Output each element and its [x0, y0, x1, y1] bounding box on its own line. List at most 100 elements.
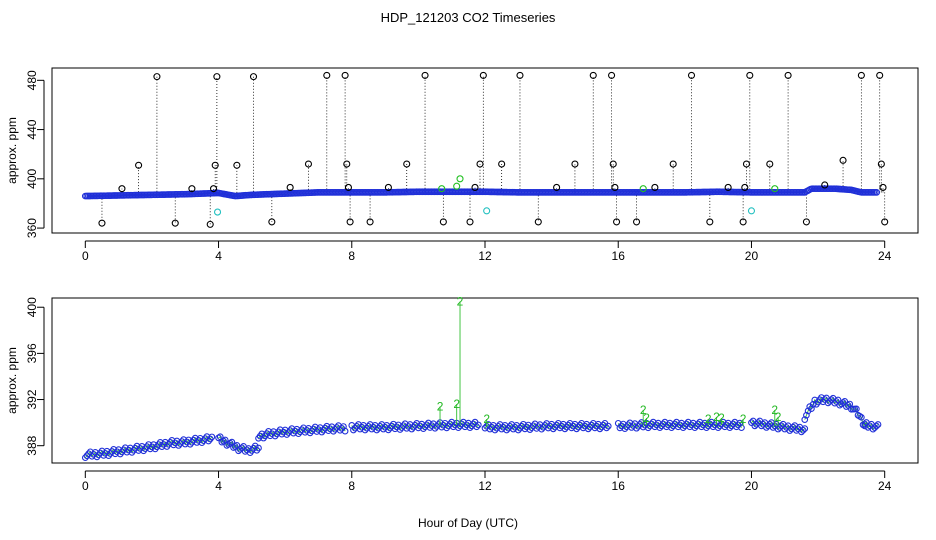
y-axis-title: approx. ppm [5, 347, 19, 414]
spike-marker: 2 [453, 397, 460, 411]
series-point [208, 433, 216, 441]
black-outlier-point [343, 160, 351, 168]
black-outlier-point [118, 185, 126, 193]
top-panel: 0 4 8 12 16 20 24 360 400 440 480 approx. ppm [5, 67, 919, 263]
series-point [258, 430, 266, 438]
series-point [473, 423, 481, 431]
black-outlier-point [233, 161, 241, 169]
series-point [290, 429, 297, 437]
black-outlier-point [706, 218, 714, 226]
x-tick-label: 12 [478, 479, 492, 493]
spike-marker: 2 [713, 410, 720, 424]
black-outlier-point [553, 183, 561, 191]
series-point [561, 425, 569, 433]
series-point [296, 428, 304, 436]
series-point [799, 426, 807, 434]
baseline-point [873, 189, 881, 196]
series-point [313, 428, 321, 435]
series-point [874, 421, 882, 428]
black-outlier-point [613, 218, 621, 226]
series-point [514, 426, 522, 434]
black-outlier-point [534, 218, 542, 226]
black-outlier-point [724, 183, 732, 191]
series-point [170, 441, 177, 449]
series-point [644, 424, 652, 432]
series-point [150, 441, 157, 449]
black-outlier-point [135, 161, 143, 169]
series-point [306, 429, 314, 437]
series-point [285, 429, 292, 436]
plot-frame [51, 297, 919, 464]
black-outlier-point [323, 71, 331, 79]
cyan-outlier-point [213, 208, 222, 216]
black-outlier-point [741, 183, 749, 191]
green-outlier-point [639, 185, 647, 193]
spike-marker: 2 [771, 403, 778, 417]
series-point [801, 416, 809, 423]
spike-marker: 2 [705, 412, 712, 426]
black-outlier-point [286, 183, 294, 191]
series-point [584, 425, 592, 433]
x-tick-label: 8 [348, 249, 355, 263]
black-outlier-point [609, 160, 617, 168]
black-outlier-point [304, 160, 313, 168]
x-tick-label: 20 [745, 249, 759, 263]
black-outlier-point [739, 218, 747, 226]
spike-marker: 2 [643, 411, 650, 425]
black-outlier-point [366, 218, 374, 226]
x-axis-title: Hour of Day (UTC) [418, 516, 518, 530]
black-outlier-point [98, 219, 106, 227]
cyan-outlier-point [747, 207, 756, 215]
series-point [679, 424, 687, 432]
spike-marker: 2 [775, 410, 782, 424]
series-point [656, 424, 664, 432]
series-point [295, 430, 302, 438]
series-point [621, 425, 629, 432]
black-outlier-point [153, 73, 161, 81]
series-point [361, 426, 369, 434]
series-point [81, 454, 89, 462]
black-outlier-point [669, 160, 677, 168]
black-outlier-point [516, 71, 524, 79]
series-point [604, 422, 612, 430]
series-point [325, 427, 332, 435]
series-point [474, 421, 482, 429]
y-tick-label: 440 [25, 119, 39, 139]
series-point [633, 424, 640, 432]
black-outlier-point [839, 156, 847, 164]
black-outlier-point [466, 218, 474, 226]
x-tick-label: 20 [745, 479, 759, 493]
series-point [803, 411, 810, 419]
series-point [714, 424, 722, 432]
series-point [318, 428, 326, 436]
series-point [408, 425, 416, 433]
series-point [808, 405, 815, 413]
series-point [858, 413, 865, 421]
y-tick-label: 396 [25, 343, 39, 363]
black-outlier-point [876, 71, 884, 79]
black-outlier-point [746, 71, 754, 79]
black-outlier-point [651, 183, 659, 191]
black-outlier-point [608, 71, 616, 79]
series-point [726, 424, 734, 432]
x-tick-label: 0 [82, 249, 89, 263]
y-tick-label: 392 [25, 389, 39, 409]
black-outlier-point [421, 71, 429, 79]
series-point [603, 424, 610, 432]
series-point [466, 424, 474, 432]
series-point [549, 425, 557, 433]
y-tick-label: 360 [25, 218, 39, 238]
series-point [526, 426, 534, 433]
series-point [420, 425, 427, 433]
black-outlier-point [742, 160, 751, 168]
black-outlier-point [821, 181, 829, 189]
black-outlier-point [879, 183, 887, 191]
series-point [538, 425, 545, 433]
black-outlier-point [877, 160, 885, 168]
black-outlier-point [784, 71, 792, 79]
series-point [341, 427, 349, 435]
series-point [205, 437, 212, 445]
series-point [251, 442, 259, 450]
series-point [385, 426, 392, 434]
